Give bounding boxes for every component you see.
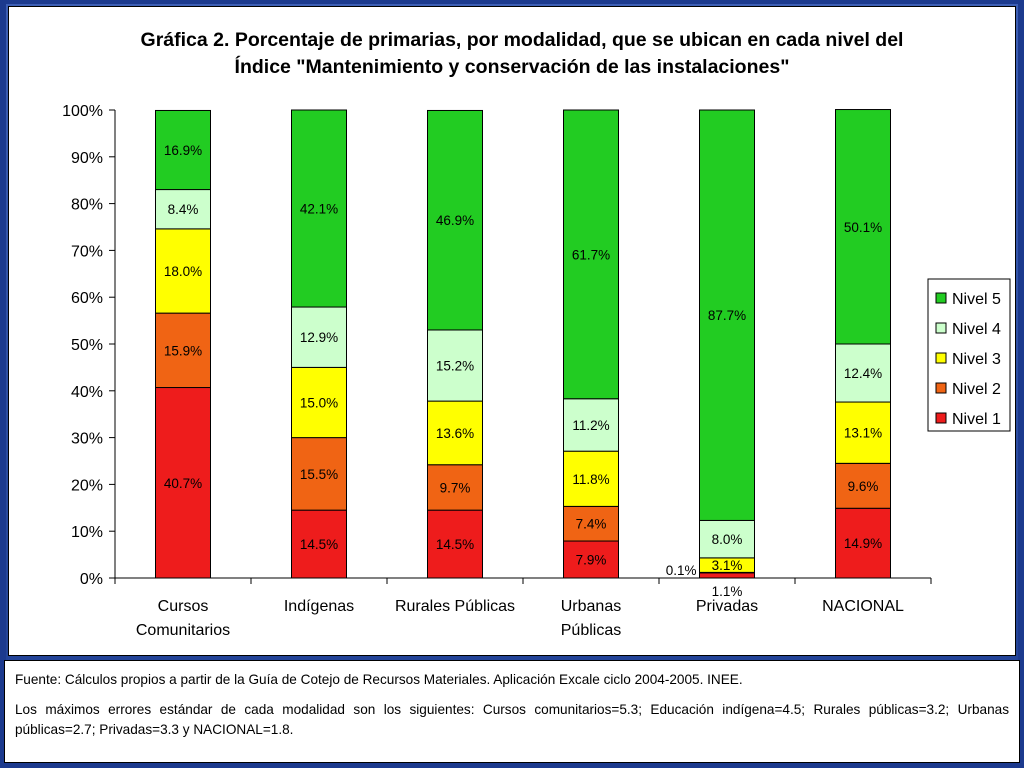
data-label: 9.7% [440,480,471,495]
y-tick-label: 90% [71,150,103,167]
data-label: 46.9% [436,213,474,228]
category-label: Indígenas [284,598,354,615]
data-label: 15.2% [436,359,474,374]
footer-notes: Fuente: Cálculos propios a partir de la … [4,660,1020,763]
data-label: 61.7% [572,247,610,262]
bar-segment-nivel-4 [563,398,619,452]
data-label: 7.9% [576,553,607,568]
stacked-bar-chart: Gráfica 2. Porcentaje de primarias, por … [62,29,1011,639]
bar-segment-nivel-1 [155,387,211,579]
bar-segment-nivel-2 [835,462,891,509]
data-label: 15.9% [164,343,202,358]
data-label: 42.1% [300,202,338,217]
bar-segment-nivel-5 [427,109,483,331]
data-label: 13.6% [436,426,474,441]
standard-errors-note: Los máximos errores estándar de cada mod… [15,702,1009,737]
y-tick-label: 10% [71,524,103,541]
bar-segment-nivel-2 [563,505,619,542]
y-tick-label: 40% [71,384,103,401]
category-label: Privadas [696,598,758,615]
legend-entry: Nivel 3 [952,351,1001,368]
chart-title-line-1: Gráfica 2. Porcentaje de primarias, por … [141,29,904,51]
y-tick-label: 50% [71,337,103,354]
bar-segment-nivel-2 [155,312,211,389]
data-label: 14.5% [436,537,474,552]
data-label: 12.4% [844,366,882,381]
chart-panel: Gráfica 2. Porcentaje de primarias, por … [8,6,1016,656]
bar-segment-nivel-5 [835,109,891,345]
category-label: Comunitarios [136,622,230,639]
legend-swatch [935,292,947,304]
bar-segment-nivel-4 [699,519,755,559]
data-label: 15.0% [300,396,338,411]
bar-segment-nivel-5 [155,109,211,191]
data-label: 7.4% [576,517,607,532]
y-tick-label: 70% [71,243,103,260]
data-label: 18.0% [164,264,202,279]
data-label: 11.2% [572,418,609,433]
legend-entry: Nivel 5 [952,291,1001,308]
data-label: 11.8% [572,472,609,487]
bar-segment-nivel-1 [835,507,891,579]
bar-segment-nivel-3 [427,400,483,466]
data-label: 14.9% [844,536,882,551]
bar-segment-nivel-3 [835,401,891,464]
bar-segment-nivel-3 [155,228,211,314]
data-label: 8.0% [712,532,743,547]
y-tick-label: 20% [71,477,103,494]
bar-segment-nivel-4 [155,189,211,230]
y-tick-label: 60% [71,290,103,307]
data-label: 0.1% [666,563,697,578]
data-label: 9.6% [848,479,879,494]
legend-swatch [935,322,947,334]
bar-segment-nivel-1 [291,509,347,579]
data-label: 13.1% [844,426,882,441]
y-tick-label: 0% [80,571,103,588]
data-label: 40.7% [164,476,202,491]
data-label: 15.5% [300,467,338,482]
data-label: 8.4% [168,202,199,217]
legend-swatch [935,382,947,394]
data-label: 12.9% [300,330,338,345]
data-label: 50.1% [844,220,882,235]
data-label: 87.7% [708,308,746,323]
bar-segment-nivel-1 [699,572,755,579]
data-label: 14.5% [300,537,338,552]
bar-segment-nivel-4 [291,306,347,368]
bar-segment-nivel-5 [563,109,619,400]
source-note: Fuente: Cálculos propios a partir de la … [15,672,743,687]
bar-segment-nivel-3 [291,366,347,439]
bar-segment-nivel-4 [835,343,891,403]
chart-title-line-2: Índice "Mantenimiento y conservación de … [235,55,790,78]
legend-swatch [935,412,947,424]
data-label: 16.9% [164,143,202,158]
data-label: 3.1% [712,558,743,573]
bar-segment-nivel-5 [291,109,347,308]
data-label: 1.1% [712,584,743,599]
bar-segment-nivel-5 [699,109,755,521]
legend-entry: Nivel 2 [952,381,1001,398]
category-label: NACIONAL [822,598,904,615]
category-label: Rurales Públicas [395,598,515,615]
category-label: Urbanas [561,598,621,615]
bar-segment-nivel-4 [427,329,483,402]
y-tick-label: 30% [71,431,103,448]
category-label: Cursos [158,598,209,615]
legend-entry: Nivel 1 [952,411,1001,428]
y-tick-label: 100% [62,103,103,120]
legend-swatch [935,352,947,364]
y-tick-label: 80% [71,197,103,214]
legend-entry: Nivel 4 [952,321,1001,338]
bar-segment-nivel-2 [291,437,347,511]
category-label: Públicas [561,622,621,639]
